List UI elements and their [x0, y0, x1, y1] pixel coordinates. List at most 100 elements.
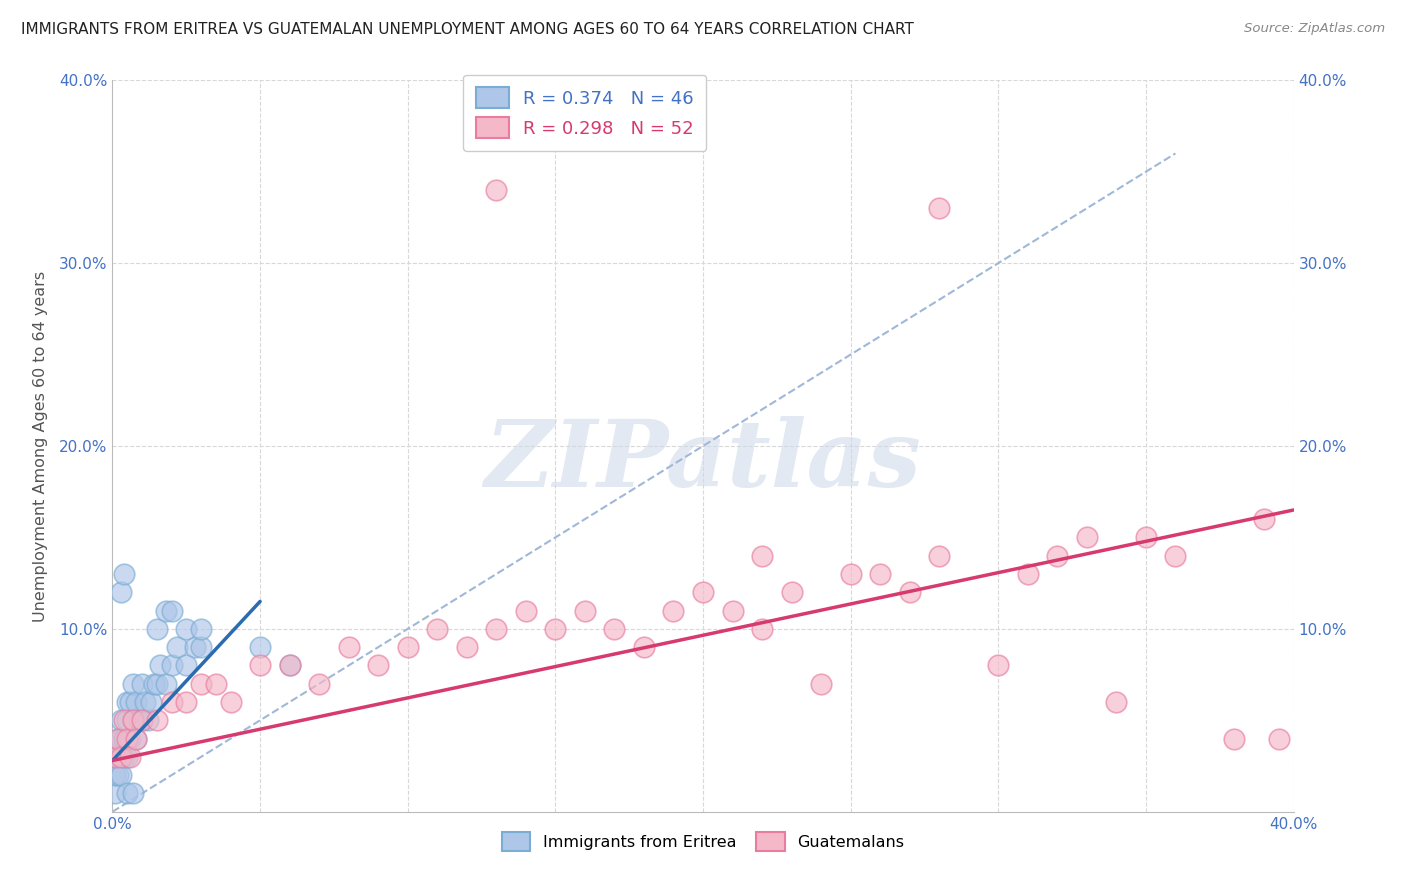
Point — [692, 585, 714, 599]
Point — [249, 640, 271, 655]
Point — [839, 567, 862, 582]
Point — [278, 658, 301, 673]
Point — [1017, 567, 1039, 582]
Point — [110, 585, 132, 599]
Point — [131, 714, 153, 728]
Point — [190, 622, 212, 636]
Point — [117, 749, 138, 764]
Point — [134, 695, 156, 709]
Point — [155, 676, 177, 690]
Point — [112, 567, 135, 582]
Point — [190, 676, 212, 690]
Point — [1105, 695, 1128, 709]
Text: Source: ZipAtlas.com: Source: ZipAtlas.com — [1244, 22, 1385, 36]
Legend: Immigrants from Eritrea, Guatemalans: Immigrants from Eritrea, Guatemalans — [494, 824, 912, 859]
Point — [120, 695, 142, 709]
Point — [155, 603, 177, 617]
Point — [160, 603, 183, 617]
Point — [751, 622, 773, 636]
Point — [122, 676, 145, 690]
Text: ZIPatlas: ZIPatlas — [485, 416, 921, 506]
Point — [367, 658, 389, 673]
Point — [104, 787, 127, 801]
Point — [1223, 731, 1246, 746]
Point — [869, 567, 891, 582]
Point — [117, 787, 138, 801]
Point — [898, 585, 921, 599]
Point — [110, 731, 132, 746]
Point — [928, 549, 950, 563]
Point — [780, 585, 803, 599]
Point — [160, 695, 183, 709]
Point — [104, 749, 127, 764]
Point — [125, 731, 148, 746]
Point — [110, 749, 132, 764]
Point — [1268, 731, 1291, 746]
Point — [117, 695, 138, 709]
Y-axis label: Unemployment Among Ages 60 to 64 years: Unemployment Among Ages 60 to 64 years — [32, 270, 48, 622]
Point — [633, 640, 655, 655]
Point — [928, 201, 950, 215]
Point — [112, 749, 135, 764]
Text: IMMIGRANTS FROM ERITREA VS GUATEMALAN UNEMPLOYMENT AMONG AGES 60 TO 64 YEARS COR: IMMIGRANTS FROM ERITREA VS GUATEMALAN UN… — [21, 22, 914, 37]
Point — [122, 714, 145, 728]
Point — [515, 603, 537, 617]
Point — [1046, 549, 1069, 563]
Point — [1076, 530, 1098, 544]
Point — [485, 183, 508, 197]
Point — [107, 749, 129, 764]
Point — [574, 603, 596, 617]
Point — [136, 714, 159, 728]
Point — [174, 658, 197, 673]
Point — [107, 731, 129, 746]
Point — [396, 640, 419, 655]
Point — [184, 640, 207, 655]
Point — [146, 622, 169, 636]
Point — [128, 714, 150, 728]
Point — [810, 676, 832, 690]
Point — [456, 640, 478, 655]
Point — [205, 676, 228, 690]
Point — [249, 658, 271, 673]
Point — [987, 658, 1010, 673]
Point — [190, 640, 212, 655]
Point — [125, 731, 148, 746]
Point — [166, 640, 188, 655]
Point — [1135, 530, 1157, 544]
Point — [125, 695, 148, 709]
Point — [112, 731, 135, 746]
Point — [120, 749, 142, 764]
Point — [426, 622, 449, 636]
Point — [337, 640, 360, 655]
Point — [1253, 512, 1275, 526]
Point — [104, 768, 127, 782]
Point — [107, 768, 129, 782]
Point — [149, 658, 172, 673]
Point — [117, 714, 138, 728]
Point — [122, 787, 145, 801]
Point — [120, 731, 142, 746]
Point — [721, 603, 744, 617]
Point — [174, 695, 197, 709]
Point — [751, 549, 773, 563]
Point — [110, 768, 132, 782]
Point — [146, 676, 169, 690]
Point — [110, 714, 132, 728]
Point — [662, 603, 685, 617]
Point — [174, 622, 197, 636]
Point — [104, 749, 127, 764]
Point — [219, 695, 242, 709]
Point — [112, 714, 135, 728]
Point — [122, 714, 145, 728]
Point — [485, 622, 508, 636]
Point — [278, 658, 301, 673]
Point — [131, 676, 153, 690]
Point — [146, 714, 169, 728]
Point — [308, 676, 330, 690]
Point — [131, 714, 153, 728]
Point — [544, 622, 567, 636]
Point — [1164, 549, 1187, 563]
Point — [142, 676, 165, 690]
Point — [160, 658, 183, 673]
Point — [603, 622, 626, 636]
